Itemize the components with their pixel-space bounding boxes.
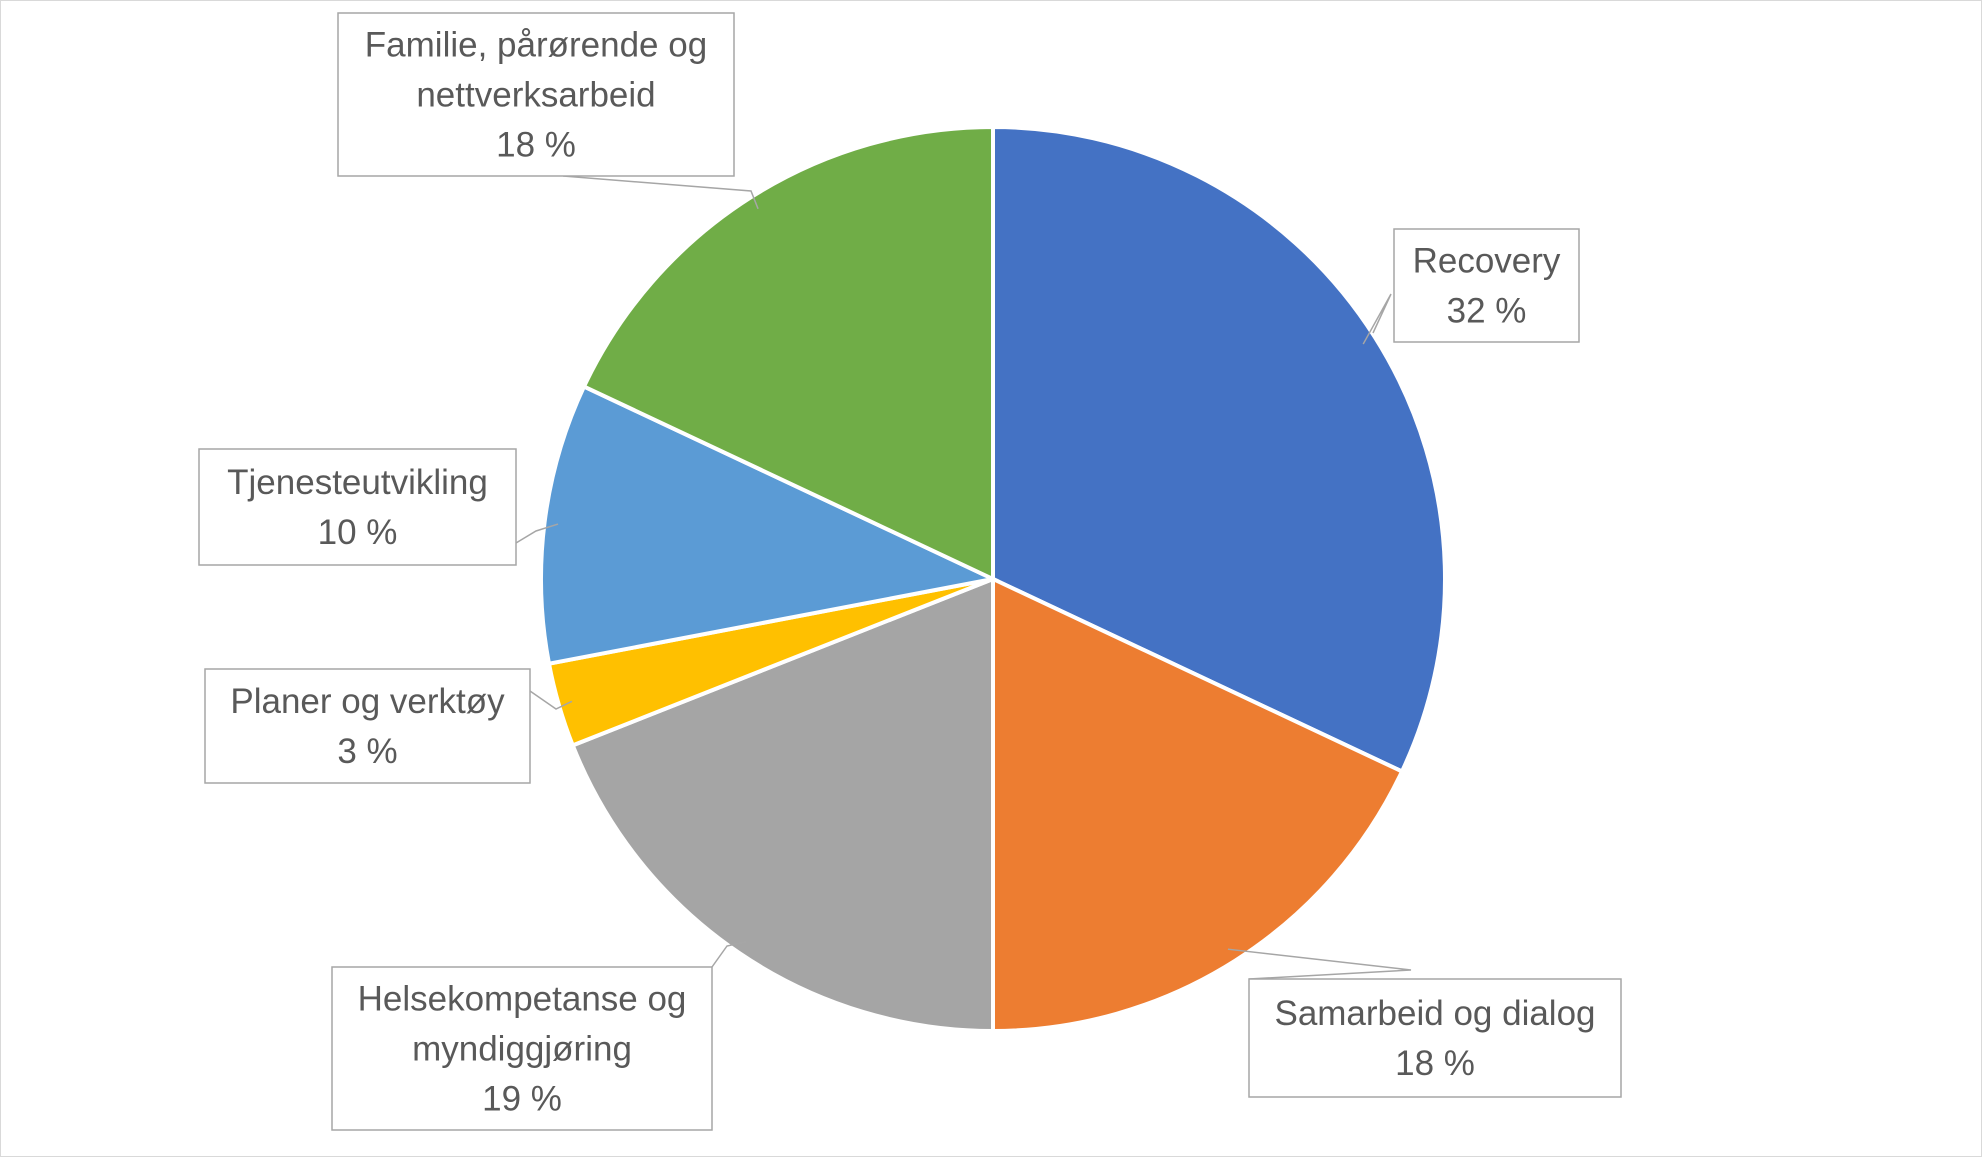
callout-box	[331, 966, 713, 1131]
data-label-value: 10 %	[318, 513, 398, 552]
data-label-category: Helsekompetanse og	[358, 980, 687, 1019]
data-label-value: 3 %	[337, 732, 397, 771]
leader-line	[1362, 293, 1392, 345]
pie-slice-familie-p-r-rende-og-nettverksarbeid	[581, 124, 995, 583]
data-label-category: myndiggjøring	[412, 1030, 632, 1069]
pie-slice-tjenesteutvikling	[539, 383, 1000, 667]
callout-box	[1248, 978, 1622, 1098]
data-label-category: Planer og verktøy	[230, 682, 505, 721]
pie-slice-helsekompetanse-og-myndiggj-ring	[570, 576, 995, 1034]
data-label-category: Samarbeid og dialog	[1274, 994, 1595, 1033]
pie-slices	[539, 124, 1447, 1034]
data-label-category: nettverksarbeid	[416, 76, 655, 115]
data-label: Familie, pårørende og nettverksarbeid 18 %	[365, 26, 707, 165]
callout-box	[337, 12, 735, 177]
callout-box	[198, 448, 517, 566]
data-label: Recovery 32 %	[1413, 242, 1561, 331]
data-label: Samarbeid og dialog 18 %	[1274, 994, 1595, 1083]
data-label-category: Recovery	[1413, 242, 1561, 281]
pie-slice-samarbeid-og-dialog	[991, 575, 1405, 1034]
callout-box	[1393, 228, 1580, 343]
data-label-value: 32 %	[1447, 292, 1527, 331]
data-label-category: Tjenesteutvikling	[227, 463, 488, 502]
callout-box	[204, 668, 531, 784]
pie-slice-recovery	[991, 124, 1447, 775]
leader-line	[515, 523, 559, 544]
data-label-callouts: Recovery 32 % Samarbeid og dialog 18 % Helse…	[198, 12, 1622, 1131]
data-label: Tjenesteutvikling 10 %	[227, 463, 488, 552]
data-label: Planer og verktøy 3 %	[230, 682, 505, 771]
data-label-value: 18 %	[1395, 1044, 1475, 1083]
data-label-value: 18 %	[496, 126, 576, 165]
leader-line	[711, 940, 747, 968]
data-label-value: 19 %	[482, 1080, 562, 1119]
leader-line	[529, 690, 573, 710]
leader-line	[1227, 948, 1412, 980]
data-label: Helsekompetanse og myndiggjøring 19 %	[358, 980, 687, 1119]
data-label-category: Familie, pårørende og	[365, 26, 707, 65]
leader-line	[562, 175, 759, 210]
